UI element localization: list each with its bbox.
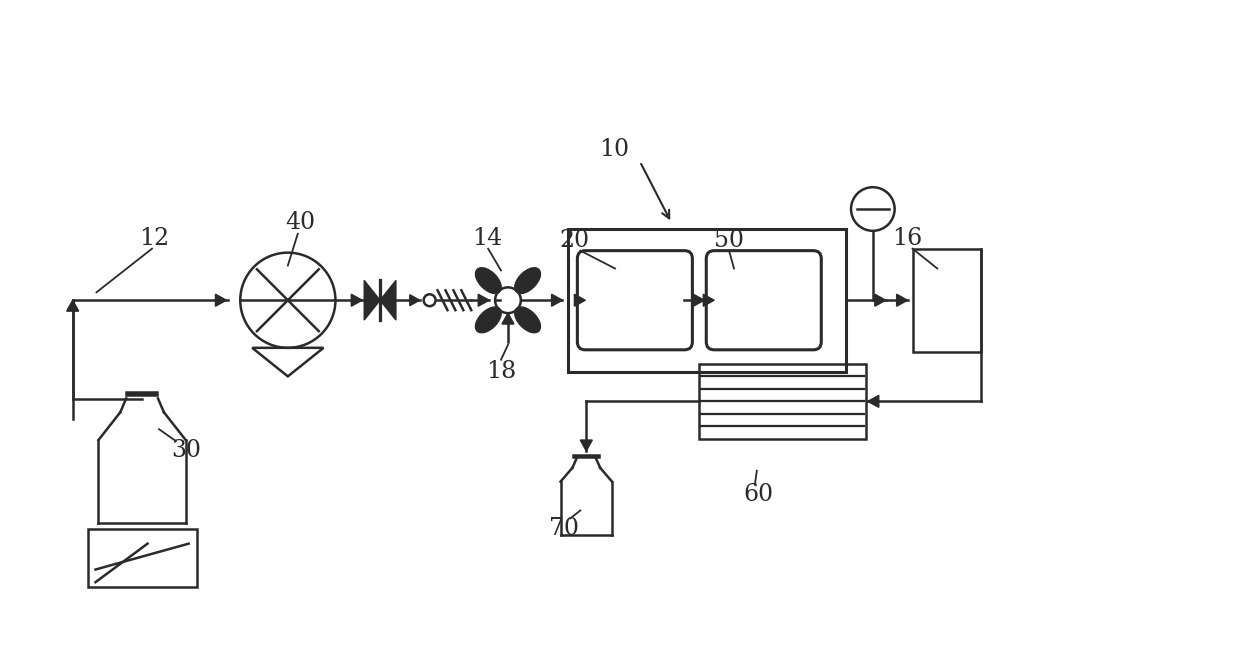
Ellipse shape [475, 267, 501, 294]
Bar [568, 229, 846, 371]
Polygon shape [574, 294, 585, 306]
Text: 60: 60 [744, 483, 774, 506]
Ellipse shape [515, 267, 541, 294]
Text: 18: 18 [486, 360, 516, 383]
Polygon shape [897, 294, 908, 306]
Ellipse shape [515, 307, 541, 333]
Bar [914, 249, 981, 352]
Polygon shape [379, 281, 396, 320]
Polygon shape [868, 396, 879, 407]
Polygon shape [409, 295, 419, 305]
Text: 14: 14 [472, 227, 502, 250]
Polygon shape [216, 294, 227, 306]
Text: 10: 10 [599, 138, 629, 161]
Text: 30: 30 [171, 439, 202, 462]
Polygon shape [693, 294, 704, 306]
Text: 20: 20 [559, 230, 589, 252]
Polygon shape [365, 281, 379, 320]
Polygon shape [479, 294, 489, 306]
Polygon shape [580, 440, 593, 451]
Polygon shape [502, 313, 513, 324]
Polygon shape [552, 294, 563, 306]
Polygon shape [351, 294, 362, 306]
Ellipse shape [475, 307, 501, 333]
Bar [88, 529, 197, 587]
Text: 16: 16 [893, 227, 923, 250]
Polygon shape [67, 300, 78, 311]
Polygon shape [703, 294, 714, 306]
Bar [699, 364, 866, 439]
Polygon shape [874, 294, 885, 306]
Text: 12: 12 [139, 227, 169, 250]
Text: 40: 40 [285, 211, 316, 234]
Text: 50: 50 [714, 230, 744, 252]
Text: 70: 70 [549, 517, 579, 540]
